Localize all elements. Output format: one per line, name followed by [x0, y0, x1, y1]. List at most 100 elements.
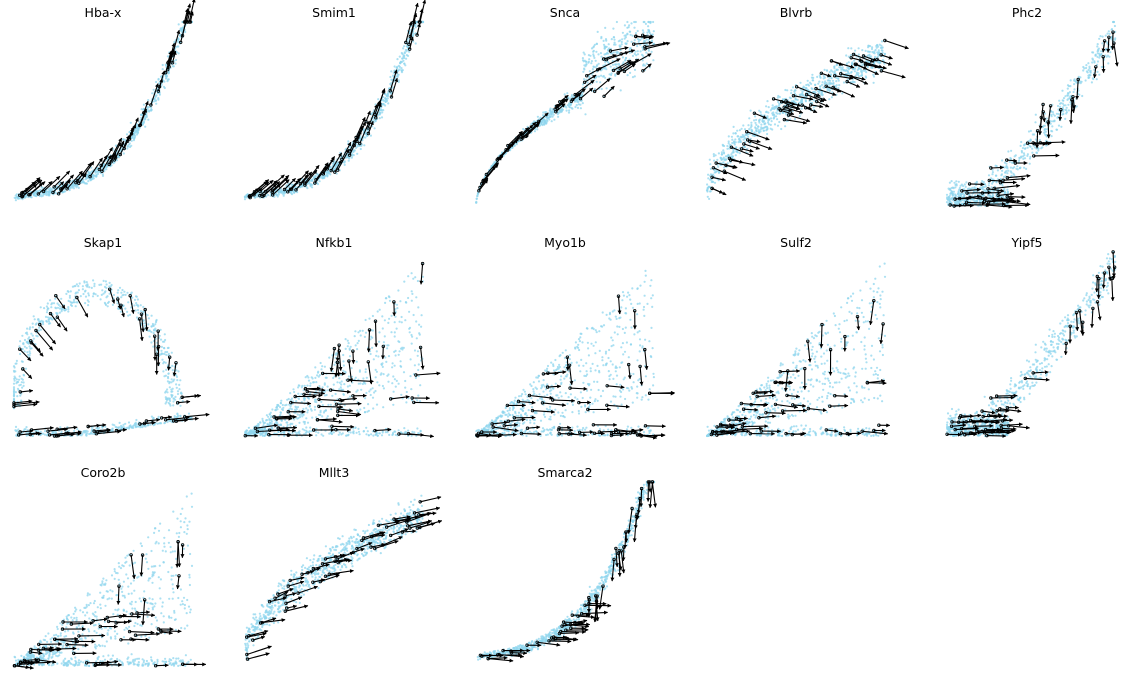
point — [1066, 84, 1070, 87]
point — [1087, 62, 1090, 65]
velocity-arrow — [969, 182, 985, 187]
point — [959, 194, 962, 197]
point — [1057, 115, 1060, 119]
point — [395, 75, 399, 78]
point — [129, 145, 132, 149]
point — [600, 87, 603, 91]
point — [966, 187, 970, 190]
point — [948, 198, 951, 201]
point — [533, 130, 537, 133]
point — [755, 123, 758, 126]
point — [766, 100, 769, 103]
point — [1049, 120, 1053, 123]
point — [171, 65, 174, 68]
point — [761, 120, 764, 123]
point — [1043, 124, 1046, 127]
point — [307, 182, 311, 185]
point — [1107, 30, 1110, 33]
point — [720, 153, 724, 156]
point — [635, 54, 638, 57]
panel-blvrb: Blvrb — [705, 5, 909, 200]
point — [793, 117, 797, 121]
point — [377, 98, 380, 101]
point — [347, 140, 350, 143]
point — [773, 123, 777, 126]
point — [550, 110, 553, 113]
point — [1085, 70, 1088, 73]
point — [1066, 87, 1069, 90]
point — [165, 74, 168, 77]
point — [778, 120, 781, 124]
point — [808, 99, 811, 102]
point — [981, 180, 984, 183]
point — [549, 107, 552, 110]
point — [1064, 95, 1067, 98]
point — [75, 186, 78, 189]
point — [802, 86, 806, 89]
point — [552, 113, 555, 116]
point — [112, 162, 115, 165]
point — [92, 174, 95, 177]
point — [1026, 146, 1029, 149]
point — [333, 160, 336, 163]
velocity-arrow — [621, 49, 636, 55]
point — [277, 193, 280, 196]
point — [581, 102, 584, 105]
point — [830, 76, 833, 79]
point — [1059, 105, 1062, 108]
point — [1010, 149, 1013, 152]
point — [1098, 37, 1101, 40]
point — [1091, 57, 1094, 60]
point — [866, 65, 870, 69]
point — [1021, 147, 1025, 150]
point — [641, 54, 645, 57]
panel-title: Smim1 — [312, 5, 356, 20]
point — [617, 62, 621, 66]
point — [736, 129, 739, 132]
point — [71, 185, 74, 188]
point — [750, 121, 753, 124]
point — [590, 60, 594, 63]
velocity-arrow — [810, 104, 824, 109]
point — [991, 180, 995, 184]
point — [135, 129, 138, 132]
point — [568, 109, 571, 112]
point — [738, 152, 741, 155]
point — [775, 105, 778, 108]
point — [350, 156, 353, 159]
point — [1038, 139, 1041, 142]
point — [153, 100, 156, 103]
point — [947, 187, 950, 190]
point — [166, 55, 169, 58]
point — [1045, 117, 1048, 120]
point — [392, 71, 395, 74]
point — [608, 73, 611, 76]
point — [650, 50, 653, 54]
point — [950, 186, 953, 190]
point — [620, 43, 623, 46]
point — [830, 82, 834, 85]
point — [619, 89, 622, 92]
point — [631, 76, 635, 79]
point — [1001, 169, 1004, 172]
point — [103, 170, 106, 173]
point — [877, 52, 880, 56]
point — [476, 195, 479, 198]
point — [612, 51, 615, 54]
point — [651, 33, 654, 36]
point — [706, 183, 709, 186]
point — [957, 192, 960, 195]
point — [86, 177, 90, 180]
point — [837, 79, 840, 82]
point — [536, 128, 539, 131]
scatter-points — [475, 20, 656, 204]
point — [766, 127, 769, 130]
point — [122, 152, 125, 155]
point — [276, 195, 279, 198]
point — [706, 195, 709, 198]
point — [87, 171, 90, 174]
point — [1028, 162, 1031, 165]
point — [623, 24, 627, 27]
point — [748, 117, 751, 120]
